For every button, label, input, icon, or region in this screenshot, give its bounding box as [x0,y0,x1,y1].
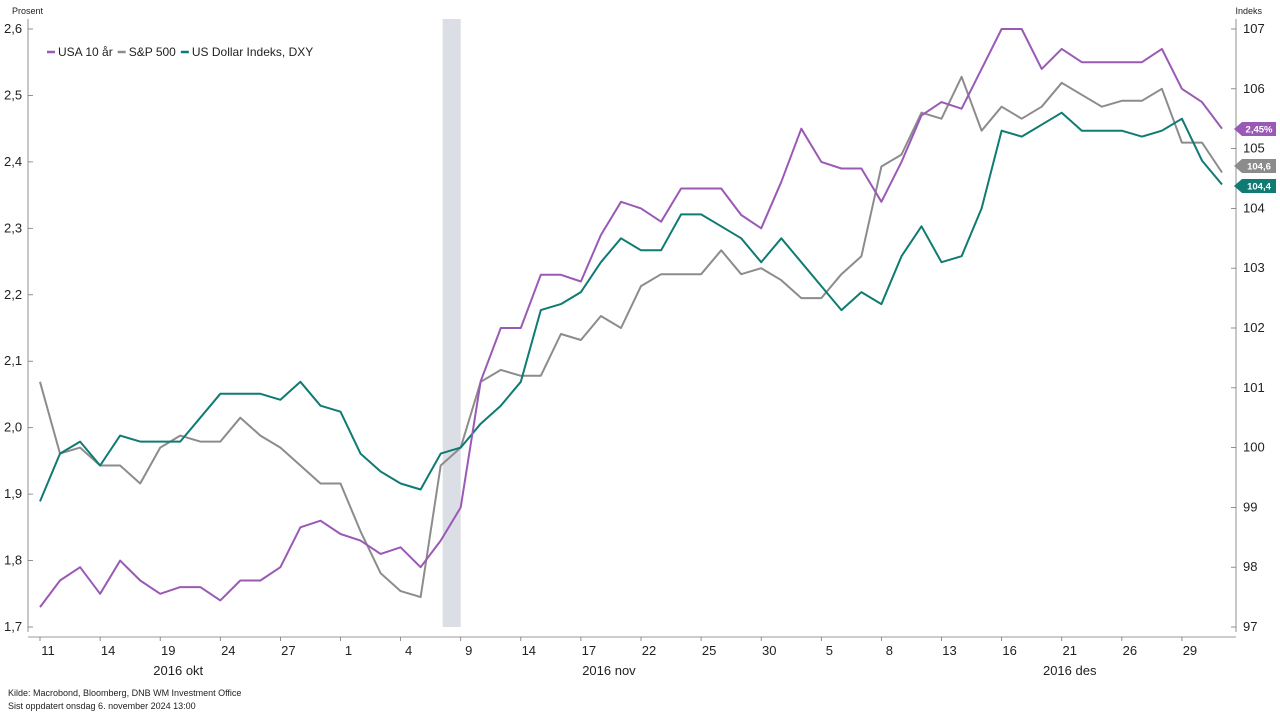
x-tick-label: 1 [345,643,352,658]
x-tick-label: 17 [582,643,596,658]
updated-note: Sist oppdatert onsdag 6. november 2024 1… [8,701,196,711]
svg-text:US Dollar Indeks, DXY: US Dollar Indeks, DXY [192,45,313,59]
right-tick-label: 97 [1243,619,1257,634]
month-label: 2016 des [1043,663,1097,678]
svg-text:104,4: 104,4 [1247,182,1271,193]
shaded-period [442,19,461,627]
svg-text:2,45%: 2,45% [1246,125,1273,136]
x-axis: 11 14 19 24 27 1 4 9 14 17 22 25 30 5 8 13 16 21 26 292016 … [28,636,1236,678]
end-label-1: 104,6 [1234,159,1276,173]
x-tick-label: 19 [161,643,175,658]
left-axis-title: Prosent [12,6,44,16]
left-tick-label: 2,1 [4,353,22,368]
x-tick-label: 22 [642,643,656,658]
legend: USA 10 år S&P 500 US Dollar Indeks, DXY [47,45,313,59]
legend-item-2: US Dollar Indeks, DXY [180,45,313,59]
right-tick-label: 105 [1243,141,1265,156]
x-tick-label: 4 [405,643,412,658]
left-tick-label: 2,5 [4,87,22,102]
right-tick-label: 106 [1243,81,1265,96]
end-label-0: 2,45% [1234,122,1276,136]
right-tick-label: 107 [1243,21,1265,36]
x-tick-label: 5 [826,643,833,658]
left-tick-label: 1,8 [4,553,22,568]
x-tick-label: 21 [1062,643,1076,658]
source-note: Kilde: Macrobond, Bloomberg, DNB WM Inve… [8,688,242,698]
x-tick-label: 30 [762,643,776,658]
x-tick-label: 14 [101,643,115,658]
left-tick-label: 1,9 [4,486,22,501]
legend-item-0: USA 10 år [47,45,113,59]
svg-text:USA 10 år: USA 10 år [58,45,113,59]
right-tick-label: 101 [1243,380,1265,395]
right-tick-label: 104 [1243,200,1265,215]
x-tick-label: 25 [702,643,716,658]
left-tick-label: 2,2 [4,287,22,302]
svg-text:S&P 500: S&P 500 [129,45,176,59]
right-tick-label: 98 [1243,559,1257,574]
x-tick-label: 13 [942,643,956,658]
legend-item-1: S&P 500 [117,45,176,59]
x-tick-label: 24 [221,643,235,658]
x-tick-label: 26 [1123,643,1137,658]
left-tick-label: 2,3 [4,220,22,235]
right-tick-label: 99 [1243,499,1257,514]
x-tick-label: 14 [522,643,536,658]
right-tick-label: 103 [1243,260,1265,275]
series-line-1 [39,75,1223,599]
x-tick-label: 11 [41,643,55,658]
left-axis: 1,7 1,8 1,9 2,0 2,1 2,2 2,3 2,4 2,5 2,6 [4,19,33,634]
x-tick-label: 16 [1002,643,1016,658]
x-tick-label: 8 [886,643,893,658]
right-tick-label: 100 [1243,440,1265,455]
month-label: 2016 nov [582,663,636,678]
left-tick-label: 2,4 [4,154,22,169]
svg-text:104,6: 104,6 [1247,162,1271,173]
x-tick-label: 27 [281,643,295,658]
x-tick-label: 29 [1183,643,1197,658]
series-line-2 [39,111,1223,502]
left-tick-label: 2,6 [4,21,22,36]
end-label-2: 104,4 [1234,179,1276,193]
right-axis: 97 98 99 100 101 102 103 104 105 106 107 [1231,19,1265,634]
series-lines [39,28,1223,608]
left-tick-label: 2,0 [4,420,22,435]
left-tick-label: 1,7 [4,619,22,634]
right-tick-label: 102 [1243,320,1265,335]
right-axis-title: Indeks [1235,6,1262,16]
month-label: 2016 okt [153,663,203,678]
end-labels: 2,45% 104,6 104,4 [1234,122,1276,193]
x-tick-label: 9 [465,643,472,658]
series-line-0 [39,28,1223,608]
